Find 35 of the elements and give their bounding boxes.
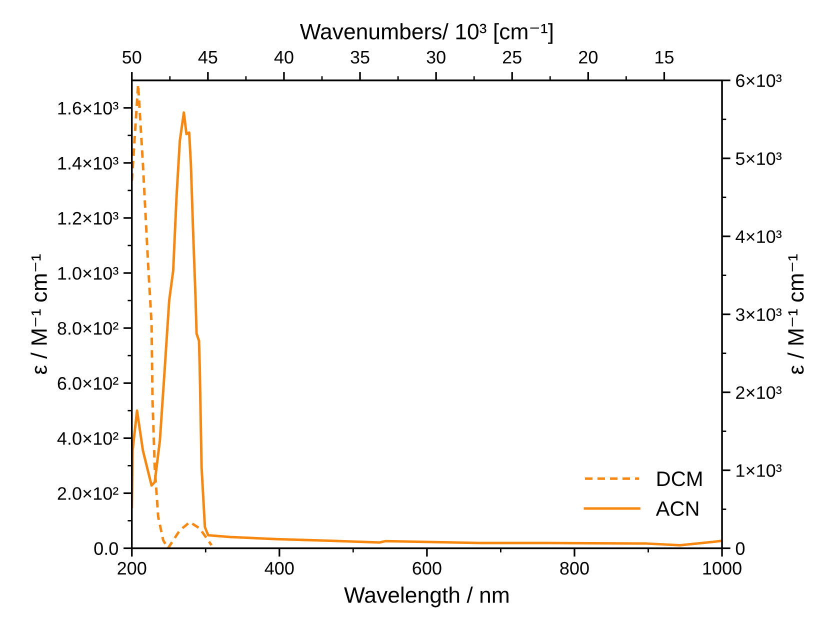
y-tick-label: 1.2×10³ [58,212,118,225]
y2-tick-label: 5×10³ [736,152,782,166]
y2-tick-label: 2×10³ [736,386,782,399]
x-tick-label: 400 [264,562,294,575]
y2-axis-title: ε / M⁻¹ cm⁻¹ [787,254,804,374]
x2-tick-label: 35 [350,50,370,64]
x2-axis-title: Wavenumbers/ 10³ [cm⁻¹] [300,23,552,44]
y-axis-title: ε / M⁻¹ cm⁻¹ [30,254,47,374]
x-tick-label: 600 [412,562,442,575]
y-tick-label: 1.4×10³ [58,156,118,170]
x2-tick-label: 45 [198,51,218,64]
y2-tick-label: 3×10³ [736,308,782,322]
x2-tick-label: 50 [122,50,142,64]
x2-tick-label: 20 [579,50,598,64]
y2-tick-label: 4×10³ [736,230,782,244]
y-tick-label: 4.0×10² [57,432,118,445]
x2-tick-label: 30 [426,50,446,64]
y-tick-label: 1.6×10³ [58,102,118,115]
y-tick-label: 2.0×10² [58,487,118,500]
x-tick-label: 1000 [703,562,742,575]
y2-tick-label: 1×10³ [736,464,782,477]
y-tick-label: 8.0×10² [58,322,118,335]
y2-tick-label: 6×10³ [736,74,782,88]
y-tick-label: 6.0×10² [58,377,118,390]
x-axis-title: Wavelength / nm [344,586,508,608]
x-tick-label: 800 [560,562,589,575]
y-tick-label: 1.0×10³ [58,266,118,280]
y-tick-label: 0.0 [94,542,118,555]
legend-label: DCM [658,471,702,486]
x2-tick-label: 25 [502,50,522,64]
x2-tick-label: 15 [656,51,674,64]
y2-tick-label: 0 [736,542,745,555]
x2-tick-label: 40 [274,50,294,64]
x-tick-label: 200 [118,562,146,575]
legend-label: ACN [656,501,698,516]
